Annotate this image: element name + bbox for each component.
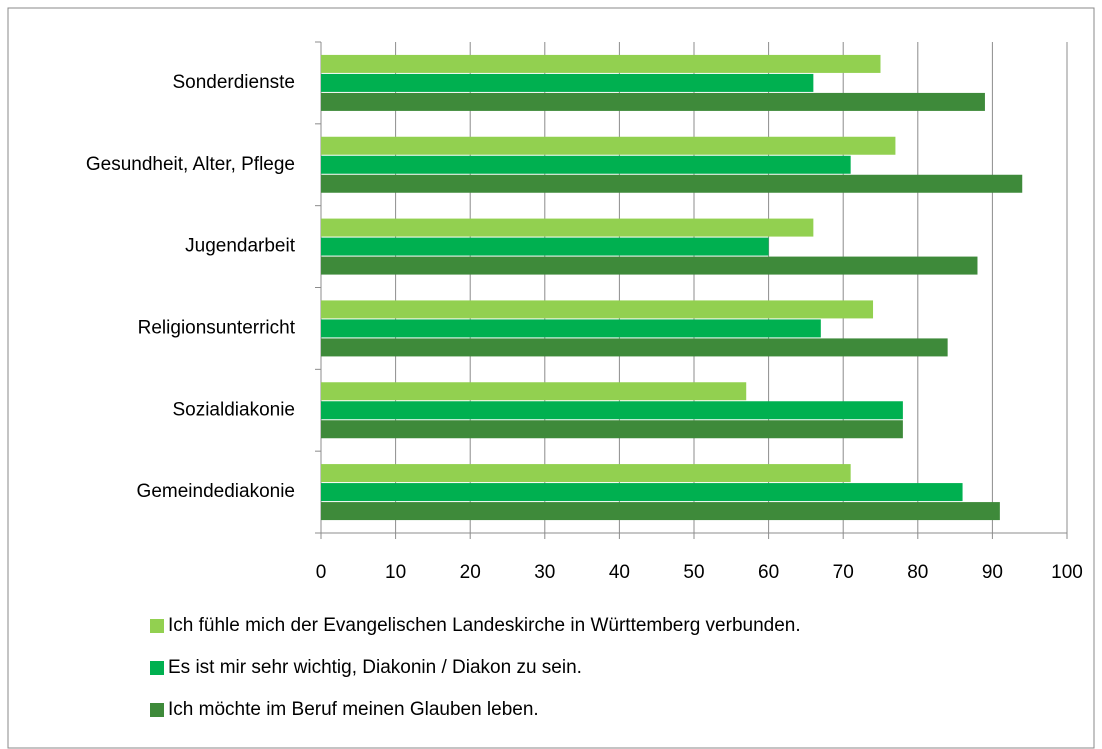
bar <box>321 401 903 420</box>
x-tick-label: 100 <box>1051 562 1083 583</box>
x-tick-label: 90 <box>982 562 1003 583</box>
bar <box>321 256 978 275</box>
legend-label: Ich fühle mich der Evangelischen Landesk… <box>168 615 801 636</box>
legend-swatch <box>150 661 164 675</box>
bar <box>321 218 814 237</box>
legend-label: Es ist mir sehr wichtig, Diakonin / Diak… <box>168 657 582 678</box>
bar <box>321 73 814 92</box>
bar <box>321 464 851 483</box>
bar <box>321 483 963 502</box>
x-tick-label: 80 <box>907 562 928 583</box>
y-tick-label: Gesundheit, Alter, Pflege <box>86 154 295 175</box>
y-tick-label: Gemeindediakonie <box>137 481 295 502</box>
y-tick-label: Religionsunterricht <box>138 317 296 338</box>
chart-border <box>7 7 1095 749</box>
x-tick-label: 40 <box>609 562 630 583</box>
x-tick-label: 70 <box>833 562 854 583</box>
x-tick-label: 0 <box>316 562 327 583</box>
x-tick-label: 60 <box>758 562 779 583</box>
x-tick-label: 10 <box>385 562 406 583</box>
bar <box>321 382 747 401</box>
bar <box>321 155 851 174</box>
legend-swatch <box>150 619 164 633</box>
x-tick-label: 20 <box>460 562 481 583</box>
bar <box>321 420 903 439</box>
bar <box>321 319 821 338</box>
bar <box>321 502 1000 521</box>
bar <box>321 92 985 111</box>
legend-label: Ich möchte im Beruf meinen Glauben leben… <box>168 699 539 720</box>
bar <box>321 136 896 155</box>
x-tick-label: 30 <box>534 562 555 583</box>
legend-swatch <box>150 703 164 717</box>
bar <box>321 237 769 256</box>
bar <box>321 300 874 319</box>
bar <box>321 54 881 73</box>
bar <box>321 338 948 357</box>
x-tick-label: 50 <box>683 562 704 583</box>
y-tick-label: Sozialdiakonie <box>172 399 295 420</box>
y-tick-label: Jugendarbeit <box>185 236 296 257</box>
y-tick-label: Sonderdienste <box>172 72 295 93</box>
bar <box>321 174 1023 193</box>
